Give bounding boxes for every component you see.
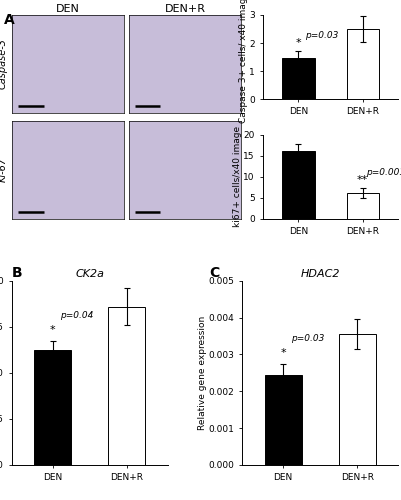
Y-axis label: ki67+ cells/x40 image: ki67+ cells/x40 image (232, 126, 241, 227)
Bar (346, 194, 378, 218)
Bar (282, 58, 314, 99)
Title: DEN+R: DEN+R (164, 4, 205, 14)
Text: A: A (4, 12, 15, 26)
Text: p=0.001: p=0.001 (365, 168, 401, 176)
Bar (282, 152, 314, 218)
Title: DEN: DEN (56, 4, 80, 14)
Bar (34, 350, 71, 465)
Text: C: C (209, 266, 219, 280)
Text: *: * (50, 325, 55, 335)
Bar (108, 306, 145, 465)
Bar (346, 29, 378, 99)
Text: **: ** (356, 175, 367, 185)
Y-axis label: Caspase-3: Caspase-3 (0, 38, 8, 90)
Title: HDAC2: HDAC2 (300, 268, 339, 278)
Y-axis label: Relative gene expression: Relative gene expression (197, 316, 206, 430)
Title: CK2a: CK2a (75, 268, 104, 278)
Y-axis label: Caspase 3+ cells/ x40 image: Caspase 3+ cells/ x40 image (238, 0, 247, 122)
Text: p=0.03: p=0.03 (290, 334, 323, 344)
Y-axis label: Ki-67: Ki-67 (0, 157, 8, 182)
Text: p=0.03: p=0.03 (304, 30, 337, 40)
Text: p=0.04: p=0.04 (60, 312, 93, 320)
Text: *: * (279, 348, 285, 358)
Text: B: B (12, 266, 22, 280)
Text: *: * (295, 38, 300, 48)
Bar (338, 334, 375, 465)
Bar (264, 374, 301, 465)
